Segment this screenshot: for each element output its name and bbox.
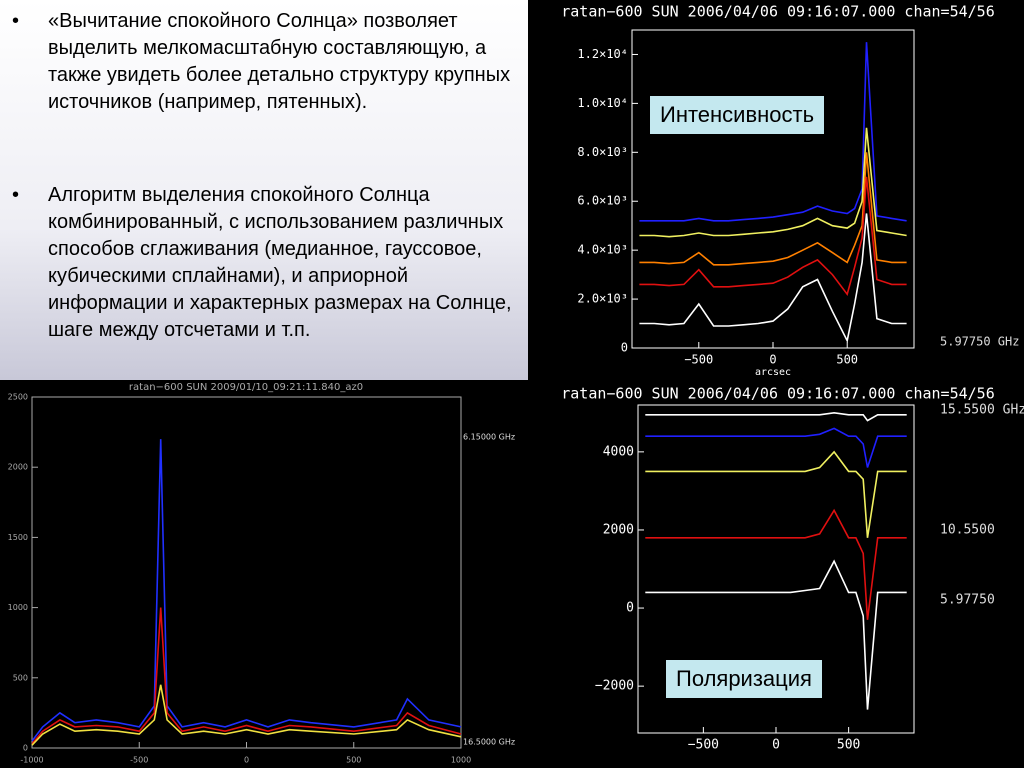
- bullet: • «Вычитание спокойного Солнца» позволяет…: [8, 8, 520, 116]
- x-tick-label: 500: [837, 738, 860, 753]
- y-tick-label: −2000: [595, 679, 634, 694]
- x-tick-label: 0: [244, 756, 249, 765]
- bullet: • Алгоритм выделения спокойного Солнца ко…: [8, 182, 520, 344]
- y-tick-label: 6.0×10³: [577, 194, 628, 208]
- series-line: [639, 42, 907, 222]
- y-tick-label: 1.0×10⁴: [577, 96, 628, 110]
- series-line: [31, 684, 462, 746]
- series-line: [645, 508, 907, 620]
- y-tick-label: 4000: [603, 444, 634, 459]
- y-tick-label: 4.0×10³: [577, 243, 628, 257]
- x-tick-label: 0: [769, 353, 776, 367]
- series-line: [645, 427, 907, 468]
- channel-label: 16.5000 GHz: [463, 738, 515, 747]
- y-tick-label: 1.2×10⁴: [577, 47, 628, 61]
- y-tick-label: 1000: [8, 603, 28, 612]
- x-tick-label: 500: [346, 756, 361, 765]
- series-line: [645, 450, 907, 538]
- x-tick-label: −500: [684, 353, 713, 367]
- series-line: [645, 559, 907, 710]
- y-tick-label: 2.0×10³: [577, 292, 628, 306]
- annotation: Интенсивность: [650, 96, 825, 134]
- plot-frame: [631, 29, 915, 349]
- y-tick-label: 0: [23, 744, 28, 753]
- series-line: [639, 127, 907, 238]
- y-tick-label: 0: [621, 341, 628, 355]
- chart-title: ratan−600 SUN 2009/01/10_09:21:11.840_az…: [129, 382, 363, 393]
- x-tick-label: 0: [772, 738, 780, 753]
- series-line: [639, 152, 907, 266]
- channel-label: 6.15000 GHz: [463, 433, 515, 442]
- annotation: Поляризация: [666, 660, 822, 698]
- y-tick-label: 2500: [8, 393, 28, 402]
- y-tick-label: 2000: [8, 463, 28, 472]
- y-tick-label: 1500: [8, 533, 28, 542]
- x-tick-label: 1000: [451, 756, 471, 765]
- plot-frame: [31, 396, 462, 749]
- channel-label: 5.97750: [940, 593, 995, 608]
- channel-label: 5.97750 GHz: [940, 335, 1019, 349]
- series-line: [639, 176, 907, 296]
- x-tick-label: -1000: [20, 756, 43, 765]
- text-panel: • «Вычитание спокойного Солнца» позволяет…: [0, 0, 528, 380]
- chart-title: ratan−600 SUN 2006/04/06 09:16:07.000 ch…: [561, 3, 994, 21]
- x-tick-label: 500: [836, 353, 858, 367]
- x-axis-label: arcsec: [755, 367, 791, 378]
- channel-label: 10.5500: [940, 523, 995, 538]
- x-tick-label: −500: [688, 738, 719, 753]
- y-tick-label: 2000: [603, 522, 634, 537]
- series-line: [645, 411, 907, 422]
- series-line: [31, 439, 462, 742]
- y-tick-label: 500: [13, 673, 28, 682]
- y-tick-label: 0: [626, 601, 634, 616]
- bullet-text: Алгоритм выделения спокойного Солнца ком…: [48, 184, 512, 341]
- chart-title: ratan−600 SUN 2006/04/06 09:16:07.000 ch…: [561, 385, 994, 403]
- y-tick-label: 8.0×10³: [577, 145, 628, 159]
- series-line: [639, 213, 907, 344]
- series-line: [31, 607, 462, 745]
- x-tick-label: -500: [130, 756, 148, 765]
- channel-label: 15.5500 GHz: [940, 403, 1024, 418]
- bullet-text: «Вычитание спокойного Солнца» позволяет …: [48, 10, 511, 113]
